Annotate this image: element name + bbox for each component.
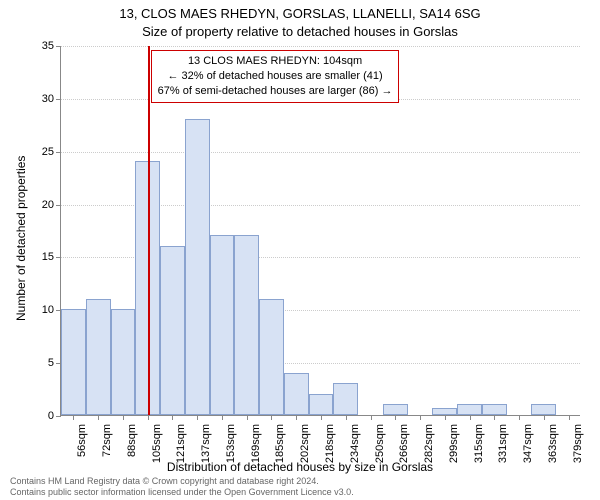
- xtick-label: 299sqm: [448, 424, 460, 463]
- histogram-bar: [457, 404, 482, 415]
- xtick-mark: [222, 415, 223, 420]
- xtick-mark: [346, 415, 347, 420]
- histogram-bar: [185, 119, 210, 415]
- xtick-label: 315sqm: [473, 424, 485, 463]
- xtick-label: 379sqm: [572, 424, 584, 463]
- ytick-mark: [56, 46, 61, 47]
- ytick-label: 5: [24, 357, 54, 369]
- xtick-label: 218sqm: [324, 424, 336, 463]
- xtick-mark: [98, 415, 99, 420]
- xtick-mark: [395, 415, 396, 420]
- footer-attribution: Contains HM Land Registry data © Crown c…: [10, 476, 354, 498]
- xtick-label: 88sqm: [126, 424, 138, 457]
- xtick-mark: [296, 415, 297, 420]
- annotation-line1: 13 CLOS MAES RHEDYN: 104sqm: [188, 55, 362, 67]
- ytick-label: 20: [24, 199, 54, 211]
- xtick-label: 72sqm: [101, 424, 113, 457]
- histogram-bar: [86, 299, 111, 415]
- xtick-label: 185sqm: [274, 424, 286, 463]
- y-axis-label: Number of detached properties: [14, 156, 28, 321]
- xtick-mark: [519, 415, 520, 420]
- ytick-label: 0: [24, 410, 54, 422]
- histogram-bar: [309, 394, 334, 415]
- annotation-box: 13 CLOS MAES RHEDYN: 104sqm ← 32% of deta…: [151, 50, 400, 103]
- ytick-label: 15: [24, 251, 54, 263]
- ytick-label: 25: [24, 146, 54, 158]
- xtick-label: 331sqm: [497, 424, 509, 463]
- xtick-mark: [445, 415, 446, 420]
- xtick-mark: [494, 415, 495, 420]
- xtick-mark: [247, 415, 248, 420]
- xtick-mark: [420, 415, 421, 420]
- histogram-bar: [383, 404, 408, 415]
- reference-line: [148, 46, 150, 415]
- xtick-mark: [197, 415, 198, 420]
- xtick-label: 282sqm: [423, 424, 435, 463]
- histogram-bar: [482, 404, 507, 415]
- xtick-mark: [371, 415, 372, 420]
- xtick-label: 250sqm: [374, 424, 386, 463]
- xtick-label: 137sqm: [200, 424, 212, 463]
- chart-title-address: 13, CLOS MAES RHEDYN, GORSLAS, LLANELLI,…: [0, 6, 600, 21]
- annotation-line3: 67% of semi-detached houses are larger (…: [158, 85, 393, 97]
- histogram-bar: [531, 404, 556, 415]
- xtick-mark: [172, 415, 173, 420]
- xtick-label: 363sqm: [547, 424, 559, 463]
- annotation-line2: ← 32% of detached houses are smaller (41…: [167, 70, 382, 82]
- xtick-label: 169sqm: [250, 424, 262, 463]
- xtick-label: 202sqm: [299, 424, 311, 463]
- footer-line2: Contains public sector information licen…: [10, 487, 354, 497]
- histogram-bar: [61, 309, 86, 415]
- xtick-mark: [271, 415, 272, 420]
- histogram-bar: [111, 309, 136, 415]
- histogram-bar: [432, 408, 457, 415]
- xtick-mark: [470, 415, 471, 420]
- xtick-label: 153sqm: [225, 424, 237, 463]
- ytick-label: 10: [24, 304, 54, 316]
- xtick-label: 56sqm: [76, 424, 88, 457]
- xtick-label: 121sqm: [175, 424, 187, 463]
- ytick-label: 35: [24, 40, 54, 52]
- xtick-label: 347sqm: [522, 424, 534, 463]
- xtick-mark: [148, 415, 149, 420]
- histogram-bar: [234, 235, 259, 415]
- xtick-mark: [569, 415, 570, 420]
- xtick-label: 234sqm: [349, 424, 361, 463]
- histogram-bar: [160, 246, 185, 415]
- ytick-mark: [56, 257, 61, 258]
- chart-title-subtitle: Size of property relative to detached ho…: [0, 24, 600, 39]
- xtick-label: 105sqm: [151, 424, 163, 463]
- ytick-mark: [56, 152, 61, 153]
- gridline: [61, 152, 580, 153]
- xtick-mark: [321, 415, 322, 420]
- ytick-mark: [56, 99, 61, 100]
- xtick-label: 266sqm: [398, 424, 410, 463]
- histogram-bar: [259, 299, 284, 415]
- gridline: [61, 46, 580, 47]
- xtick-mark: [123, 415, 124, 420]
- footer-line1: Contains HM Land Registry data © Crown c…: [10, 476, 319, 486]
- xtick-mark: [544, 415, 545, 420]
- xtick-mark: [73, 415, 74, 420]
- histogram-bar: [284, 373, 309, 415]
- ytick-mark: [56, 416, 61, 417]
- histogram-bar: [333, 383, 358, 415]
- ytick-mark: [56, 205, 61, 206]
- histogram-bar: [210, 235, 235, 415]
- ytick-label: 30: [24, 93, 54, 105]
